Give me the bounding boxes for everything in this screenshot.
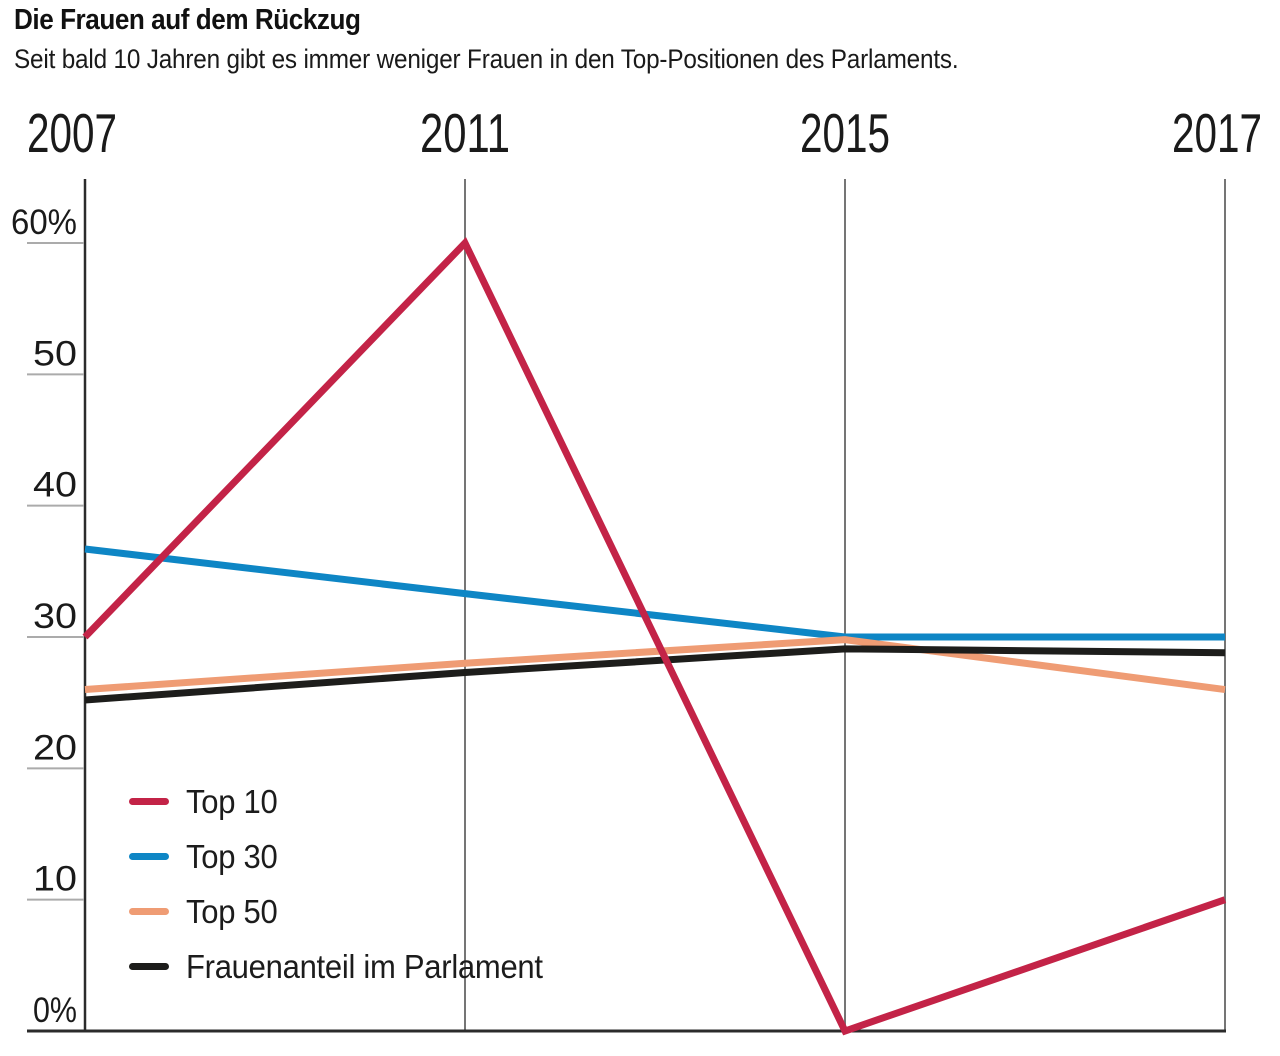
x-axis-label: 2015	[800, 102, 890, 164]
legend-swatch-icon	[129, 798, 169, 805]
series-line-frauenanteil-im-parlament	[84, 645, 1226, 704]
legend-label: Frauenanteil im Parlament	[186, 947, 543, 985]
chart-legend: Top 10 Top 30 Top 50 Frauenanteil im Parlam…	[129, 774, 566, 994]
x-axis-label: 2017	[1172, 102, 1262, 164]
legend-label: Top 10	[186, 782, 278, 820]
series-line-top-50	[84, 636, 1226, 694]
x-axis-label: 2007	[27, 102, 117, 164]
y-tick-label: 10	[33, 860, 77, 899]
y-tick-label: 30	[33, 597, 77, 636]
chart-title: Die Frauen auf dem Rückzug	[14, 4, 361, 36]
legend-label: Top 50	[186, 892, 278, 930]
y-tick-label: 60%	[11, 203, 77, 242]
series-line-top-30	[84, 545, 1225, 641]
y-tick-label: 20	[33, 728, 77, 767]
series-line-top-10	[82, 236, 1227, 1036]
y-tick-label: 0%	[33, 991, 77, 1030]
x-axis-label: 2011	[420, 102, 510, 164]
legend-label: Top 30	[186, 837, 278, 875]
legend-item: Top 10	[129, 774, 566, 829]
legend-swatch-icon	[129, 853, 169, 860]
legend-item: Top 50	[129, 884, 566, 939]
legend-item: Top 30	[129, 829, 566, 884]
legend-swatch-icon	[129, 963, 169, 970]
legend-swatch-icon	[129, 908, 169, 915]
y-tick-label: 50	[33, 334, 77, 373]
chart-subtitle: Seit bald 10 Jahren gibt es immer wenige…	[14, 44, 959, 74]
legend-item: Frauenanteil im Parlament	[129, 939, 566, 994]
y-tick-label: 40	[33, 466, 77, 505]
